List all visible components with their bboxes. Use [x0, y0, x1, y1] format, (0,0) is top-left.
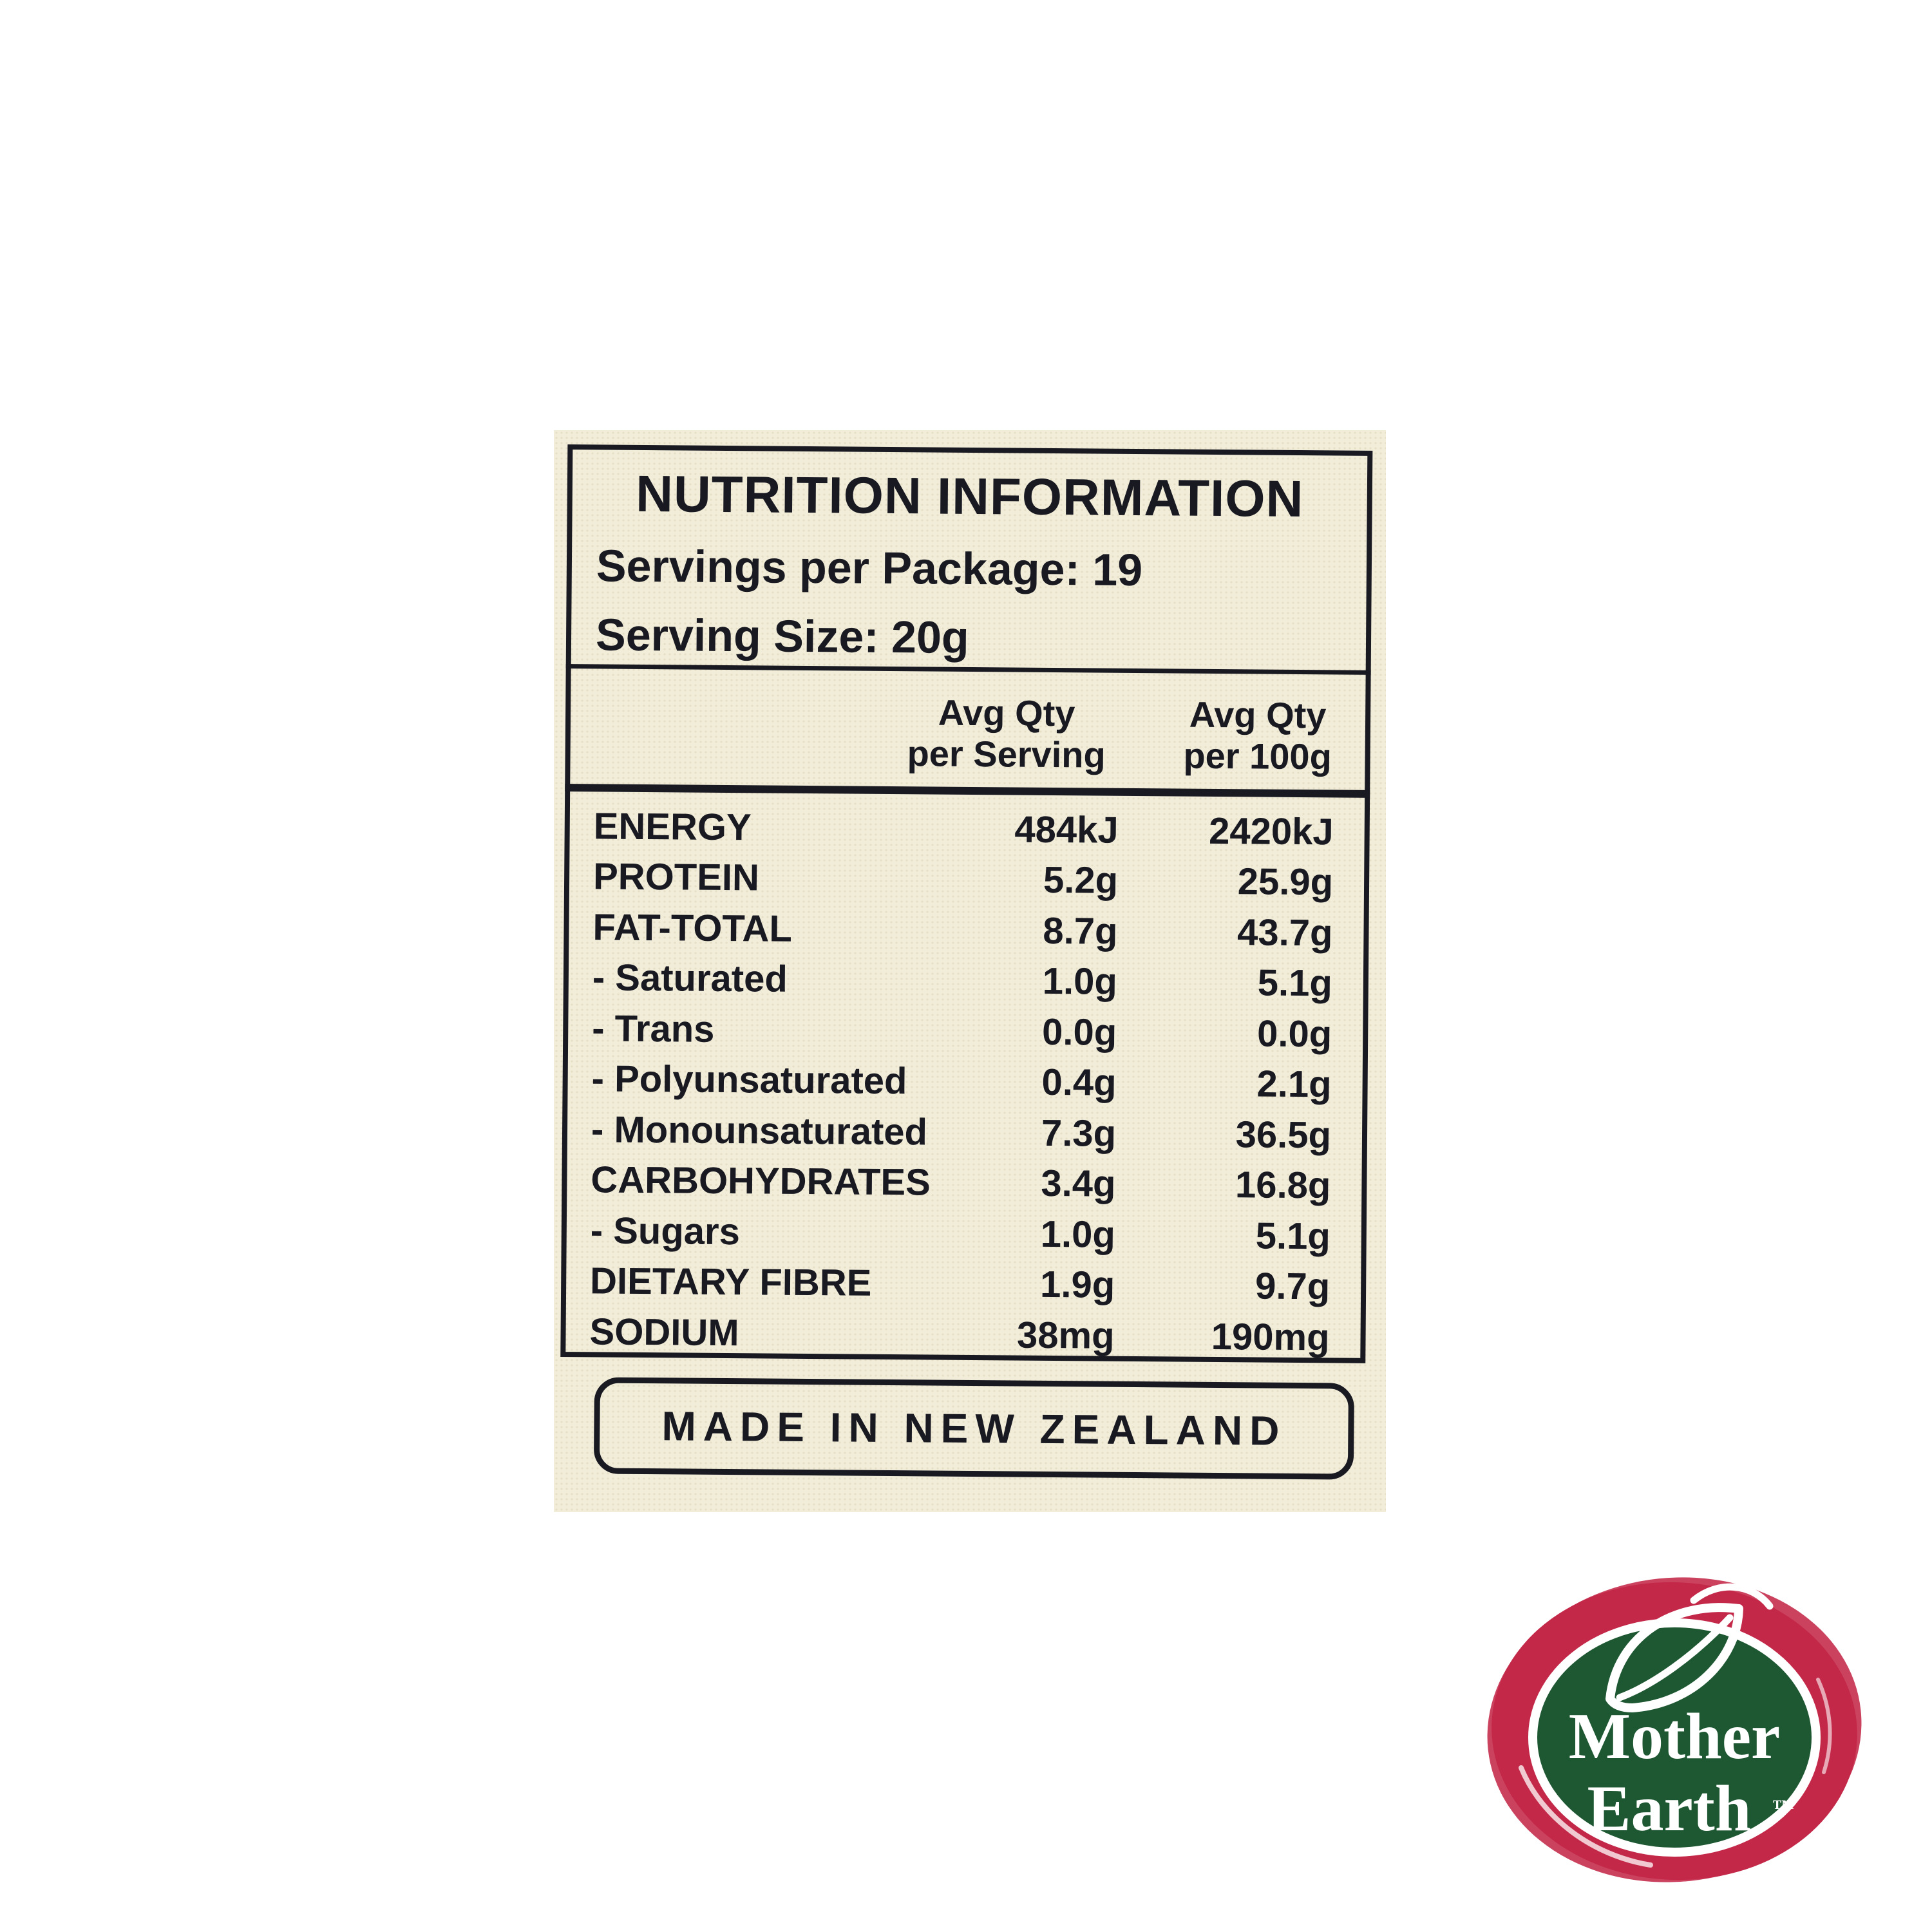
per-serving-value: 0.0g	[1041, 1010, 1117, 1054]
per-serving-value: 7.3g	[1041, 1112, 1117, 1155]
leaf-icon	[1605, 1583, 1774, 1712]
nutrition-title: NUTRITION INFORMATION	[635, 464, 1304, 528]
table-row: - Polyunsaturated 0.4g 2.1g	[567, 1054, 1363, 1110]
per-100g-value: 0.0g	[1256, 1012, 1332, 1056]
per-100g-value: 25.9g	[1237, 860, 1334, 904]
nutrient-name: SODIUM	[589, 1311, 739, 1354]
nutrient-name: - Monounsaturated	[591, 1108, 928, 1153]
table-row: - Sugars 1.0g 5.1g	[567, 1205, 1362, 1262]
mother-earth-logo: Mother Earth ™	[1481, 1571, 1868, 1893]
nutrition-box: NUTRITION INFORMATION Servings per Packa…	[560, 444, 1373, 1363]
nutrient-name: CARBOHYDRATES	[591, 1159, 931, 1204]
nutrient-name: DIETARY FIBRE	[589, 1260, 872, 1305]
per-100g-value: 16.8g	[1235, 1164, 1331, 1207]
per-serving-value: 1.9g	[1039, 1264, 1115, 1307]
per-100g-value: 5.1g	[1255, 1215, 1331, 1258]
column-header-line: Avg Qty	[1189, 694, 1327, 736]
table-row: SODIUM 38mg 190mg	[565, 1306, 1361, 1363]
per-100g-value: 2420kJ	[1208, 810, 1334, 853]
nutrient-name: - Trans	[592, 1007, 715, 1050]
per-serving-value: 0.4g	[1041, 1061, 1117, 1104]
column-header-line: Avg Qty	[938, 692, 1075, 734]
per-serving-value: 1.0g	[1042, 960, 1118, 1003]
nutrient-name: PROTEIN	[592, 855, 760, 899]
per-serving-value: 38mg	[1016, 1314, 1115, 1357]
label-content: NUTRITION INFORMATION Servings per Packa…	[549, 427, 1390, 1515]
table-row: FAT-TOTAL 8.7g 43.7g	[569, 902, 1364, 958]
nutrient-name: - Sugars	[590, 1209, 741, 1253]
divider-thin	[565, 664, 1371, 675]
made-in-box: MADE IN NEW ZEALAND	[593, 1377, 1354, 1480]
serving-size: Serving Size: 20g	[595, 609, 970, 663]
per-serving-value: 5.2g	[1043, 859, 1119, 902]
nutrient-name: - Saturated	[592, 956, 788, 1001]
per-100g-value: 2.1g	[1256, 1063, 1332, 1106]
brand-name-earth: Earth	[1587, 1772, 1752, 1845]
trademark-symbol: ™	[1772, 1796, 1794, 1820]
column-header-line: per Serving	[907, 733, 1106, 775]
per-serving-value: 3.4g	[1041, 1162, 1116, 1206]
per-100g-value: 9.7g	[1255, 1265, 1331, 1308]
table-row: - Trans 0.0g 0.0g	[568, 1003, 1363, 1059]
per-100g-value: 43.7g	[1236, 911, 1333, 954]
column-header-per-serving: Avg Qty per Serving	[907, 692, 1106, 775]
nutrition-table: ENERGY 484kJ 2420kJ PROTEIN 5.2g 25.9g F…	[565, 800, 1365, 1363]
per-serving-value: 484kJ	[1014, 808, 1119, 851]
brand-name-mother: Mother	[1569, 1700, 1781, 1773]
product-label-photo: NUTRITION INFORMATION Servings per Packa…	[554, 430, 1386, 1512]
per-100g-value: 190mg	[1211, 1315, 1330, 1359]
column-header-line: per 100g	[1183, 735, 1332, 777]
servings-per-package: Servings per Package: 19	[596, 540, 1143, 596]
table-row: PROTEIN 5.2g 25.9g	[569, 851, 1365, 908]
per-serving-value: 8.7g	[1043, 909, 1118, 952]
per-serving-value: 1.0g	[1040, 1213, 1116, 1256]
table-row: CARBOHYDRATES 3.4g 16.8g	[567, 1155, 1362, 1211]
made-in-text: MADE IN NEW ZEALAND	[661, 1403, 1287, 1454]
per-100g-value: 36.5g	[1235, 1113, 1332, 1157]
column-header-per-100g: Avg Qty per 100g	[1183, 694, 1332, 778]
table-row: DIETARY FIBRE 1.9g 9.7g	[566, 1256, 1361, 1312]
logo-green-oval	[1528, 1618, 1821, 1857]
table-row: - Saturated 1.0g 5.1g	[569, 952, 1364, 1009]
table-row: ENERGY 484kJ 2420kJ	[569, 800, 1365, 857]
table-row: - Monounsaturated 7.3g 36.5g	[567, 1104, 1363, 1160]
nutrient-name: ENERGY	[593, 805, 752, 849]
nutrient-name: - Polyunsaturated	[591, 1057, 907, 1103]
divider-thick	[565, 784, 1370, 798]
per-100g-value: 5.1g	[1257, 961, 1333, 1005]
nutrient-name: FAT-TOTAL	[592, 906, 793, 950]
